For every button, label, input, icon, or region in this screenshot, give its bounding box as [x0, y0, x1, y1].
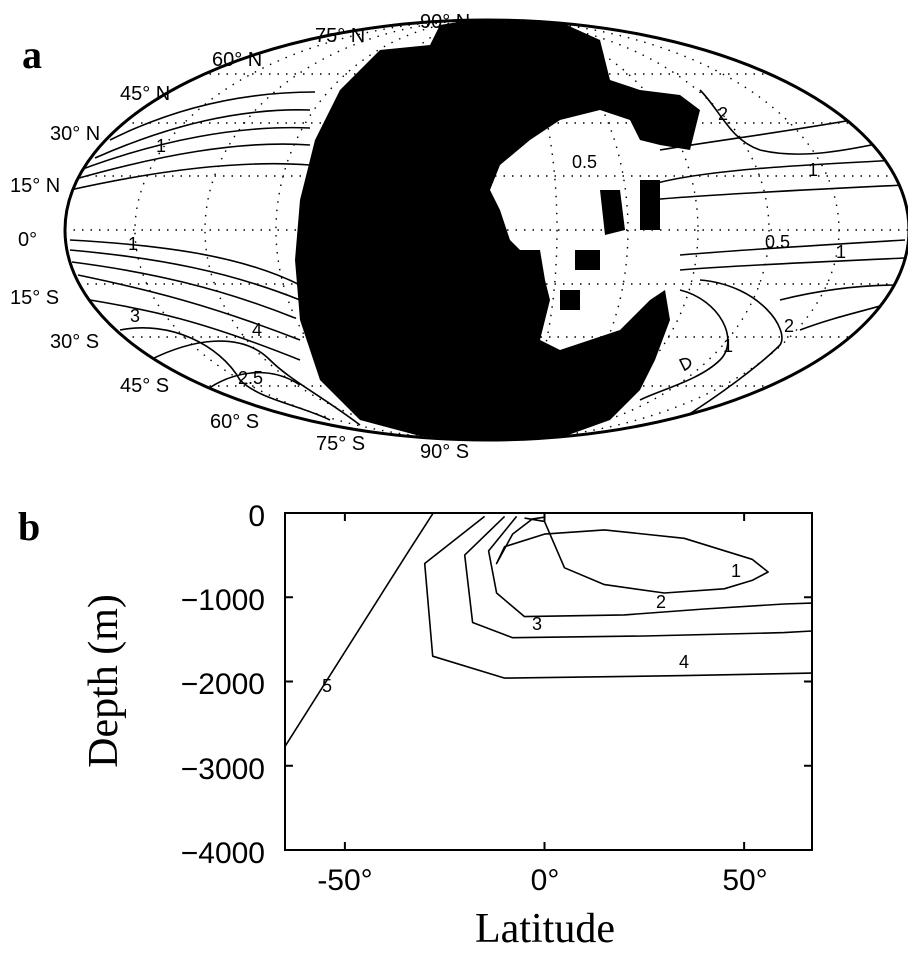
- map-contour-label: 1: [723, 336, 733, 356]
- panel-a: a: [10, 11, 908, 463]
- map-contour-label: 2: [784, 316, 794, 336]
- lat-label-15n: 15° N: [10, 175, 60, 197]
- map-contours: [69, 89, 906, 426]
- lat-label-15s: 15° S: [10, 287, 59, 309]
- y-tick-label-0: 0: [248, 500, 265, 533]
- contour-line-4: [423, 515, 813, 679]
- map-contour-label: 1: [808, 160, 818, 180]
- x-tick-label-minus50: -50°: [317, 864, 372, 897]
- x-axis-title: Latitude: [475, 906, 615, 952]
- panel-a-letter: a: [22, 32, 42, 77]
- lat-label-90n: 90° N: [420, 11, 470, 33]
- contour-label-1: 1: [731, 561, 741, 581]
- contour-label-5: 5: [322, 676, 332, 696]
- map-contour-label: 0.5: [572, 152, 597, 172]
- map-area: [65, 20, 908, 440]
- y-tick-label-minus2000: −2000: [181, 668, 265, 701]
- axis-ticks: [285, 512, 812, 851]
- lat-label-90s: 90° S: [420, 441, 469, 463]
- map-contour-label: 0.5: [765, 232, 790, 252]
- panel-b-letter: b: [18, 504, 40, 549]
- map-land-fragments: [560, 180, 660, 310]
- lat-label-30n: 30° N: [50, 123, 100, 145]
- x-tick-label-50: 50°: [722, 864, 767, 897]
- map-contour-label: 2.5: [238, 368, 263, 388]
- map-contour-label: 1: [128, 234, 138, 254]
- lat-label-60n: 60° N: [212, 49, 262, 71]
- contour-label-3: 3: [532, 614, 542, 634]
- map-contour-label: 4: [252, 320, 262, 340]
- x-tick-label-0: 0°: [531, 864, 560, 897]
- y-tick-label-minus4000: −4000: [181, 837, 265, 870]
- map-border: [63, 18, 908, 442]
- lat-label-75n: 75° N: [315, 25, 365, 47]
- lat-label-30s: 30° S: [50, 331, 99, 353]
- map-contour-label: 3: [130, 306, 140, 326]
- lat-label-0: 0°: [18, 229, 37, 251]
- lat-label-45s: 45° S: [120, 375, 169, 397]
- lat-label-60s: 60° S: [210, 411, 259, 433]
- map-contour-labels: 1 2 1 0.5 0.5 1 1 3 4 2.5 1 2: [128, 104, 846, 388]
- contour-lines: [284, 513, 813, 747]
- map-contour-label: 1: [156, 136, 166, 156]
- map-contour-label: 2: [718, 104, 728, 124]
- y-axis-title: Depth (m): [81, 594, 127, 768]
- contour-line-3: [463, 515, 813, 639]
- contour-label-2: 2: [656, 592, 666, 612]
- map-contour-label: 1: [836, 242, 846, 262]
- lat-label-45n: 45° N: [120, 83, 170, 105]
- panel-b: b 0 −1000 −2000 −3000 −4000 -50° 0° 50° …: [18, 500, 813, 952]
- latitude-labels: 90° N 75° N 60° N 45° N 30° N 15° N 0° 1…: [10, 11, 470, 463]
- y-tick-label-minus3000: −3000: [181, 753, 265, 786]
- contour-line-2: [487, 515, 813, 618]
- lat-label-75s: 75° S: [316, 433, 365, 455]
- contour-line-1: [495, 516, 769, 594]
- map-land: [295, 20, 700, 440]
- y-tick-label-minus1000: −1000: [181, 584, 265, 617]
- contour-label-4: 4: [679, 652, 689, 672]
- contour-line-5: [284, 513, 434, 747]
